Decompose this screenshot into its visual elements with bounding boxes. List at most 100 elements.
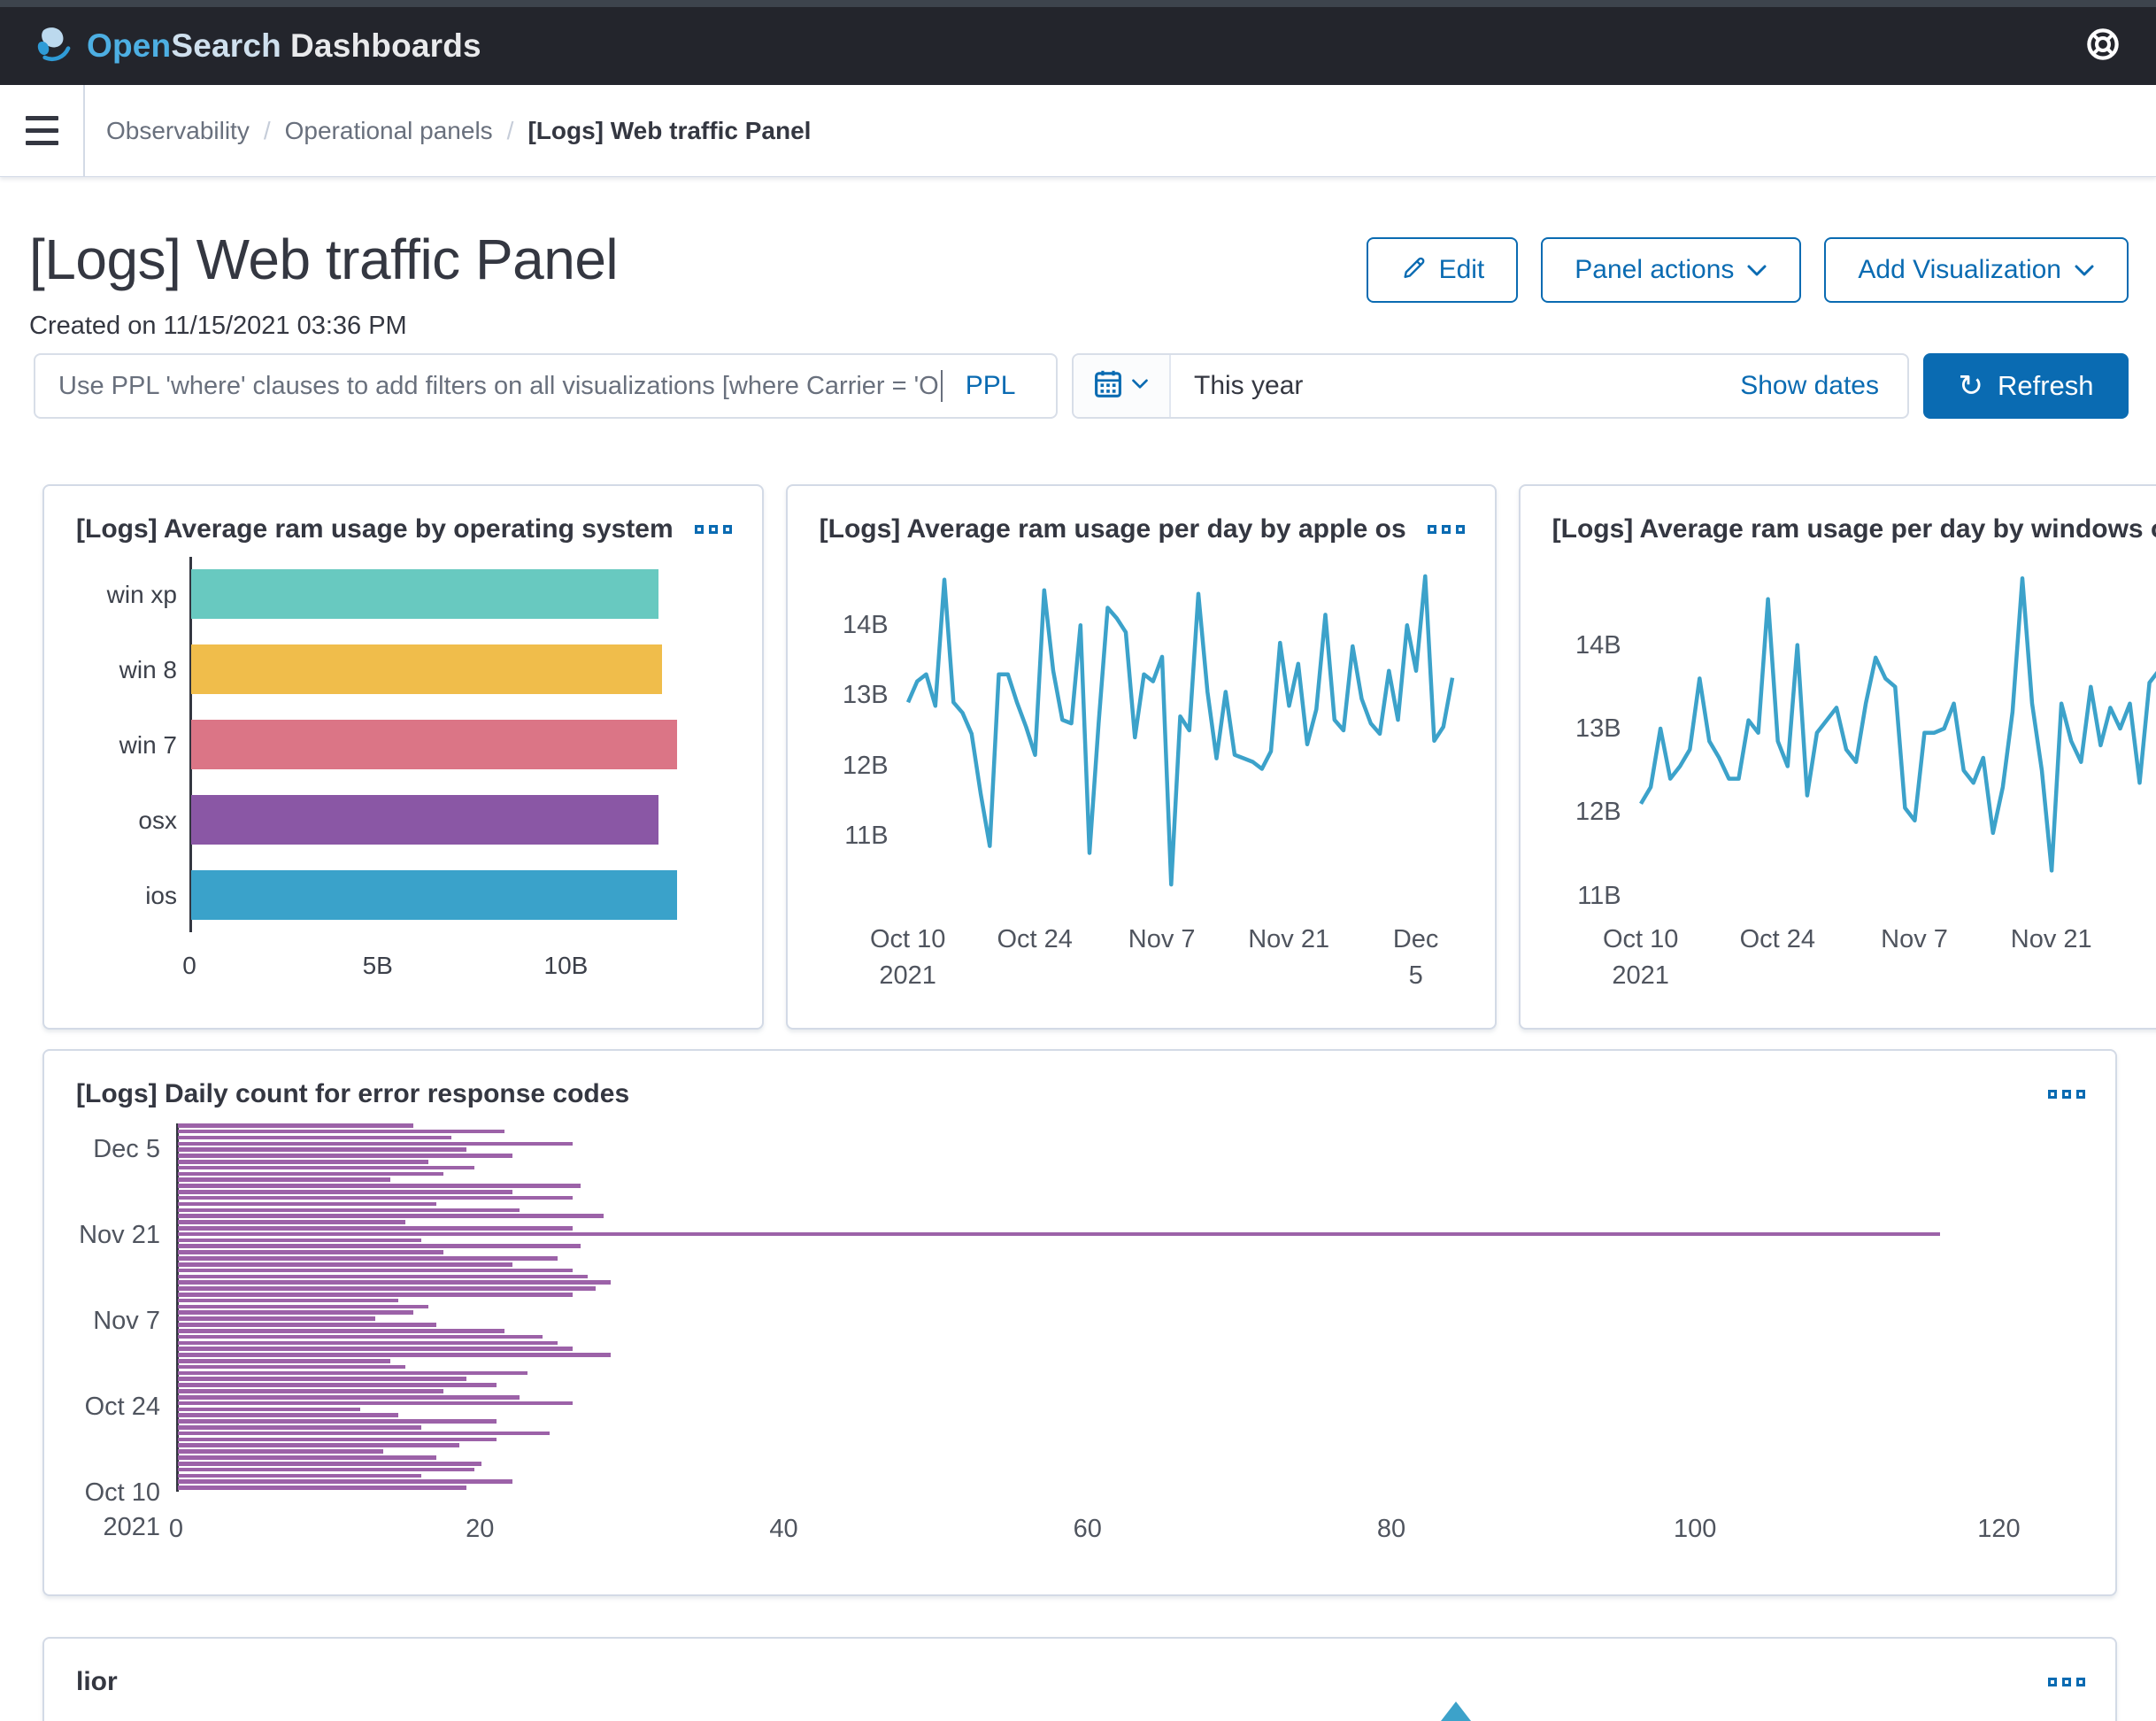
bar — [178, 1274, 589, 1279]
y-tick: 14B — [843, 611, 889, 640]
date-tick: Oct 24 — [84, 1392, 160, 1421]
bar — [191, 869, 677, 920]
bar — [178, 1455, 436, 1460]
y-axis — [189, 557, 192, 932]
category-label: ios — [145, 881, 177, 909]
bar — [178, 1407, 360, 1412]
brand-open: Open — [87, 27, 172, 64]
bar — [178, 1208, 520, 1213]
bar — [178, 1383, 497, 1387]
bar — [191, 569, 658, 620]
app-header: OpenSearch Dashboards — [0, 7, 2156, 85]
date-tick: Nov 7 — [93, 1306, 160, 1335]
bar — [178, 1437, 497, 1442]
viz-panel-apple: [Logs] Average ram usage per day by appl… — [785, 484, 1497, 1030]
bar — [178, 1359, 391, 1363]
bar — [178, 1334, 543, 1339]
calendar-dropdown-button[interactable] — [1074, 355, 1171, 417]
show-dates-link[interactable]: Show dates — [1740, 371, 1879, 400]
viz-panel-lior: lior — [42, 1637, 2117, 1721]
panel-menu-button[interactable] — [2043, 1672, 2091, 1692]
y-tick: 12B — [1575, 798, 1621, 827]
created-timestamp: Created on 11/15/2021 03:36 PM — [29, 312, 407, 340]
boxes-horizontal-icon — [2048, 1678, 2057, 1686]
chart-ram-by-os: win xp win 8 win 7 osx ios 0 5B 10B — [57, 553, 750, 996]
bar — [178, 1171, 444, 1177]
help-button[interactable] — [2083, 27, 2122, 66]
bar — [178, 1201, 436, 1207]
bar — [178, 1190, 512, 1194]
bar — [178, 1467, 474, 1472]
x-tick: Oct 10 2021 — [1602, 925, 1679, 990]
bar — [178, 1401, 574, 1406]
lifebuoy-help-icon — [2085, 27, 2121, 66]
bar — [178, 1225, 574, 1231]
bar — [178, 1323, 436, 1327]
bar — [178, 1353, 612, 1357]
window-top-strip — [0, 0, 2156, 7]
breadcrumb-observability[interactable]: Observability — [106, 116, 250, 144]
viz-title-apple: [Logs] Average ram usage per day by appl… — [819, 514, 1406, 544]
viz-title-windows: [Logs] Average ram usage per day by wind… — [1552, 514, 2156, 544]
bar — [178, 1129, 504, 1134]
bar — [178, 1370, 527, 1376]
bar — [178, 1165, 474, 1170]
opensearch-logo-icon — [34, 24, 74, 69]
brand-text: OpenSearch Dashboards — [87, 27, 481, 65]
add-visualization-button[interactable]: Add Visualization — [1824, 237, 2129, 303]
panel-menu-button[interactable] — [689, 520, 737, 539]
panel-menu-button[interactable] — [1422, 520, 1470, 539]
y-tick: 14B — [1575, 630, 1621, 660]
page-title-block: [Logs] Web traffic Panel Created on 11/1… — [29, 227, 619, 341]
x-tick: Nov 7 — [1881, 925, 1948, 953]
x-tick: 10B — [543, 952, 589, 979]
bar — [178, 1449, 383, 1454]
hamburger-menu-button[interactable] — [0, 85, 85, 176]
refresh-button[interactable]: ↻ Refresh — [1923, 353, 2129, 419]
bar — [178, 1419, 497, 1424]
bar — [178, 1184, 581, 1188]
brand-dashboards: Dashboards — [290, 27, 481, 64]
bar — [178, 1159, 429, 1164]
bar — [178, 1177, 391, 1182]
viz-panel-windows: [Logs] Average ram usage per day by wind… — [1518, 484, 2156, 1030]
brand[interactable]: OpenSearch Dashboards — [34, 24, 481, 69]
y-tick: 13B — [843, 681, 889, 710]
calendar-icon — [1094, 369, 1122, 404]
category-label: win 7 — [119, 731, 177, 759]
bar — [178, 1413, 398, 1417]
boxes-horizontal-icon — [694, 525, 704, 534]
filter-bar: Use PPL 'where' clauses to add filters o… — [0, 341, 2156, 419]
viz-title-os: [Logs] Average ram usage by operating sy… — [76, 514, 674, 544]
date-range-picker: This year Show dates — [1072, 353, 1909, 419]
date-tick: Dec 5 — [93, 1134, 160, 1163]
date-range-value[interactable]: This year — [1194, 371, 1304, 400]
edit-button[interactable]: Edit — [1366, 237, 1519, 303]
y-tick: 11B — [1577, 881, 1621, 910]
bar — [178, 1231, 1940, 1237]
date-tick: Oct 10 2021 — [84, 1478, 160, 1542]
bar — [178, 1280, 612, 1285]
viz-title-errors: [Logs] Daily count for error response co… — [76, 1079, 630, 1108]
breadcrumb-separator: / — [506, 116, 514, 144]
bar — [178, 1214, 604, 1218]
bar — [178, 1195, 574, 1200]
x-tick: Oct 10 2021 — [869, 925, 946, 990]
ppl-language-tag[interactable]: PPL — [965, 371, 1016, 400]
x-tick: 5B — [362, 952, 393, 979]
bar — [178, 1141, 574, 1146]
chart-ram-apple: 11B 12B 13B 14B Oct 10 2021 Oct 24 Nov 7 Nov 21 D… — [800, 553, 1482, 996]
bar — [178, 1304, 429, 1309]
hamburger-menu-icon — [25, 116, 58, 120]
viz-row: [Logs] Average ram usage by operating sy… — [0, 484, 2156, 1030]
date-tick: Nov 21 — [79, 1220, 160, 1249]
text-caret — [940, 370, 943, 402]
panel-actions-button[interactable]: Panel actions — [1541, 237, 1802, 303]
bar — [178, 1389, 444, 1393]
x-tick: 40 — [769, 1515, 798, 1543]
y-tick: 12B — [843, 751, 889, 780]
ppl-search-input[interactable]: Use PPL 'where' clauses to add filters o… — [34, 353, 1058, 419]
breadcrumb-operational-panels[interactable]: Operational panels — [284, 116, 493, 144]
panel-menu-button[interactable] — [2043, 1084, 2091, 1104]
